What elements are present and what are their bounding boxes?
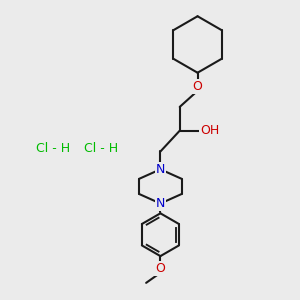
Text: N: N xyxy=(156,163,165,176)
Text: OH: OH xyxy=(200,124,219,137)
Text: O: O xyxy=(193,80,202,93)
Text: N: N xyxy=(156,197,165,210)
Text: O: O xyxy=(155,262,165,275)
Text: Cl - H: Cl - H xyxy=(36,142,70,155)
Text: Cl - H: Cl - H xyxy=(84,142,118,155)
